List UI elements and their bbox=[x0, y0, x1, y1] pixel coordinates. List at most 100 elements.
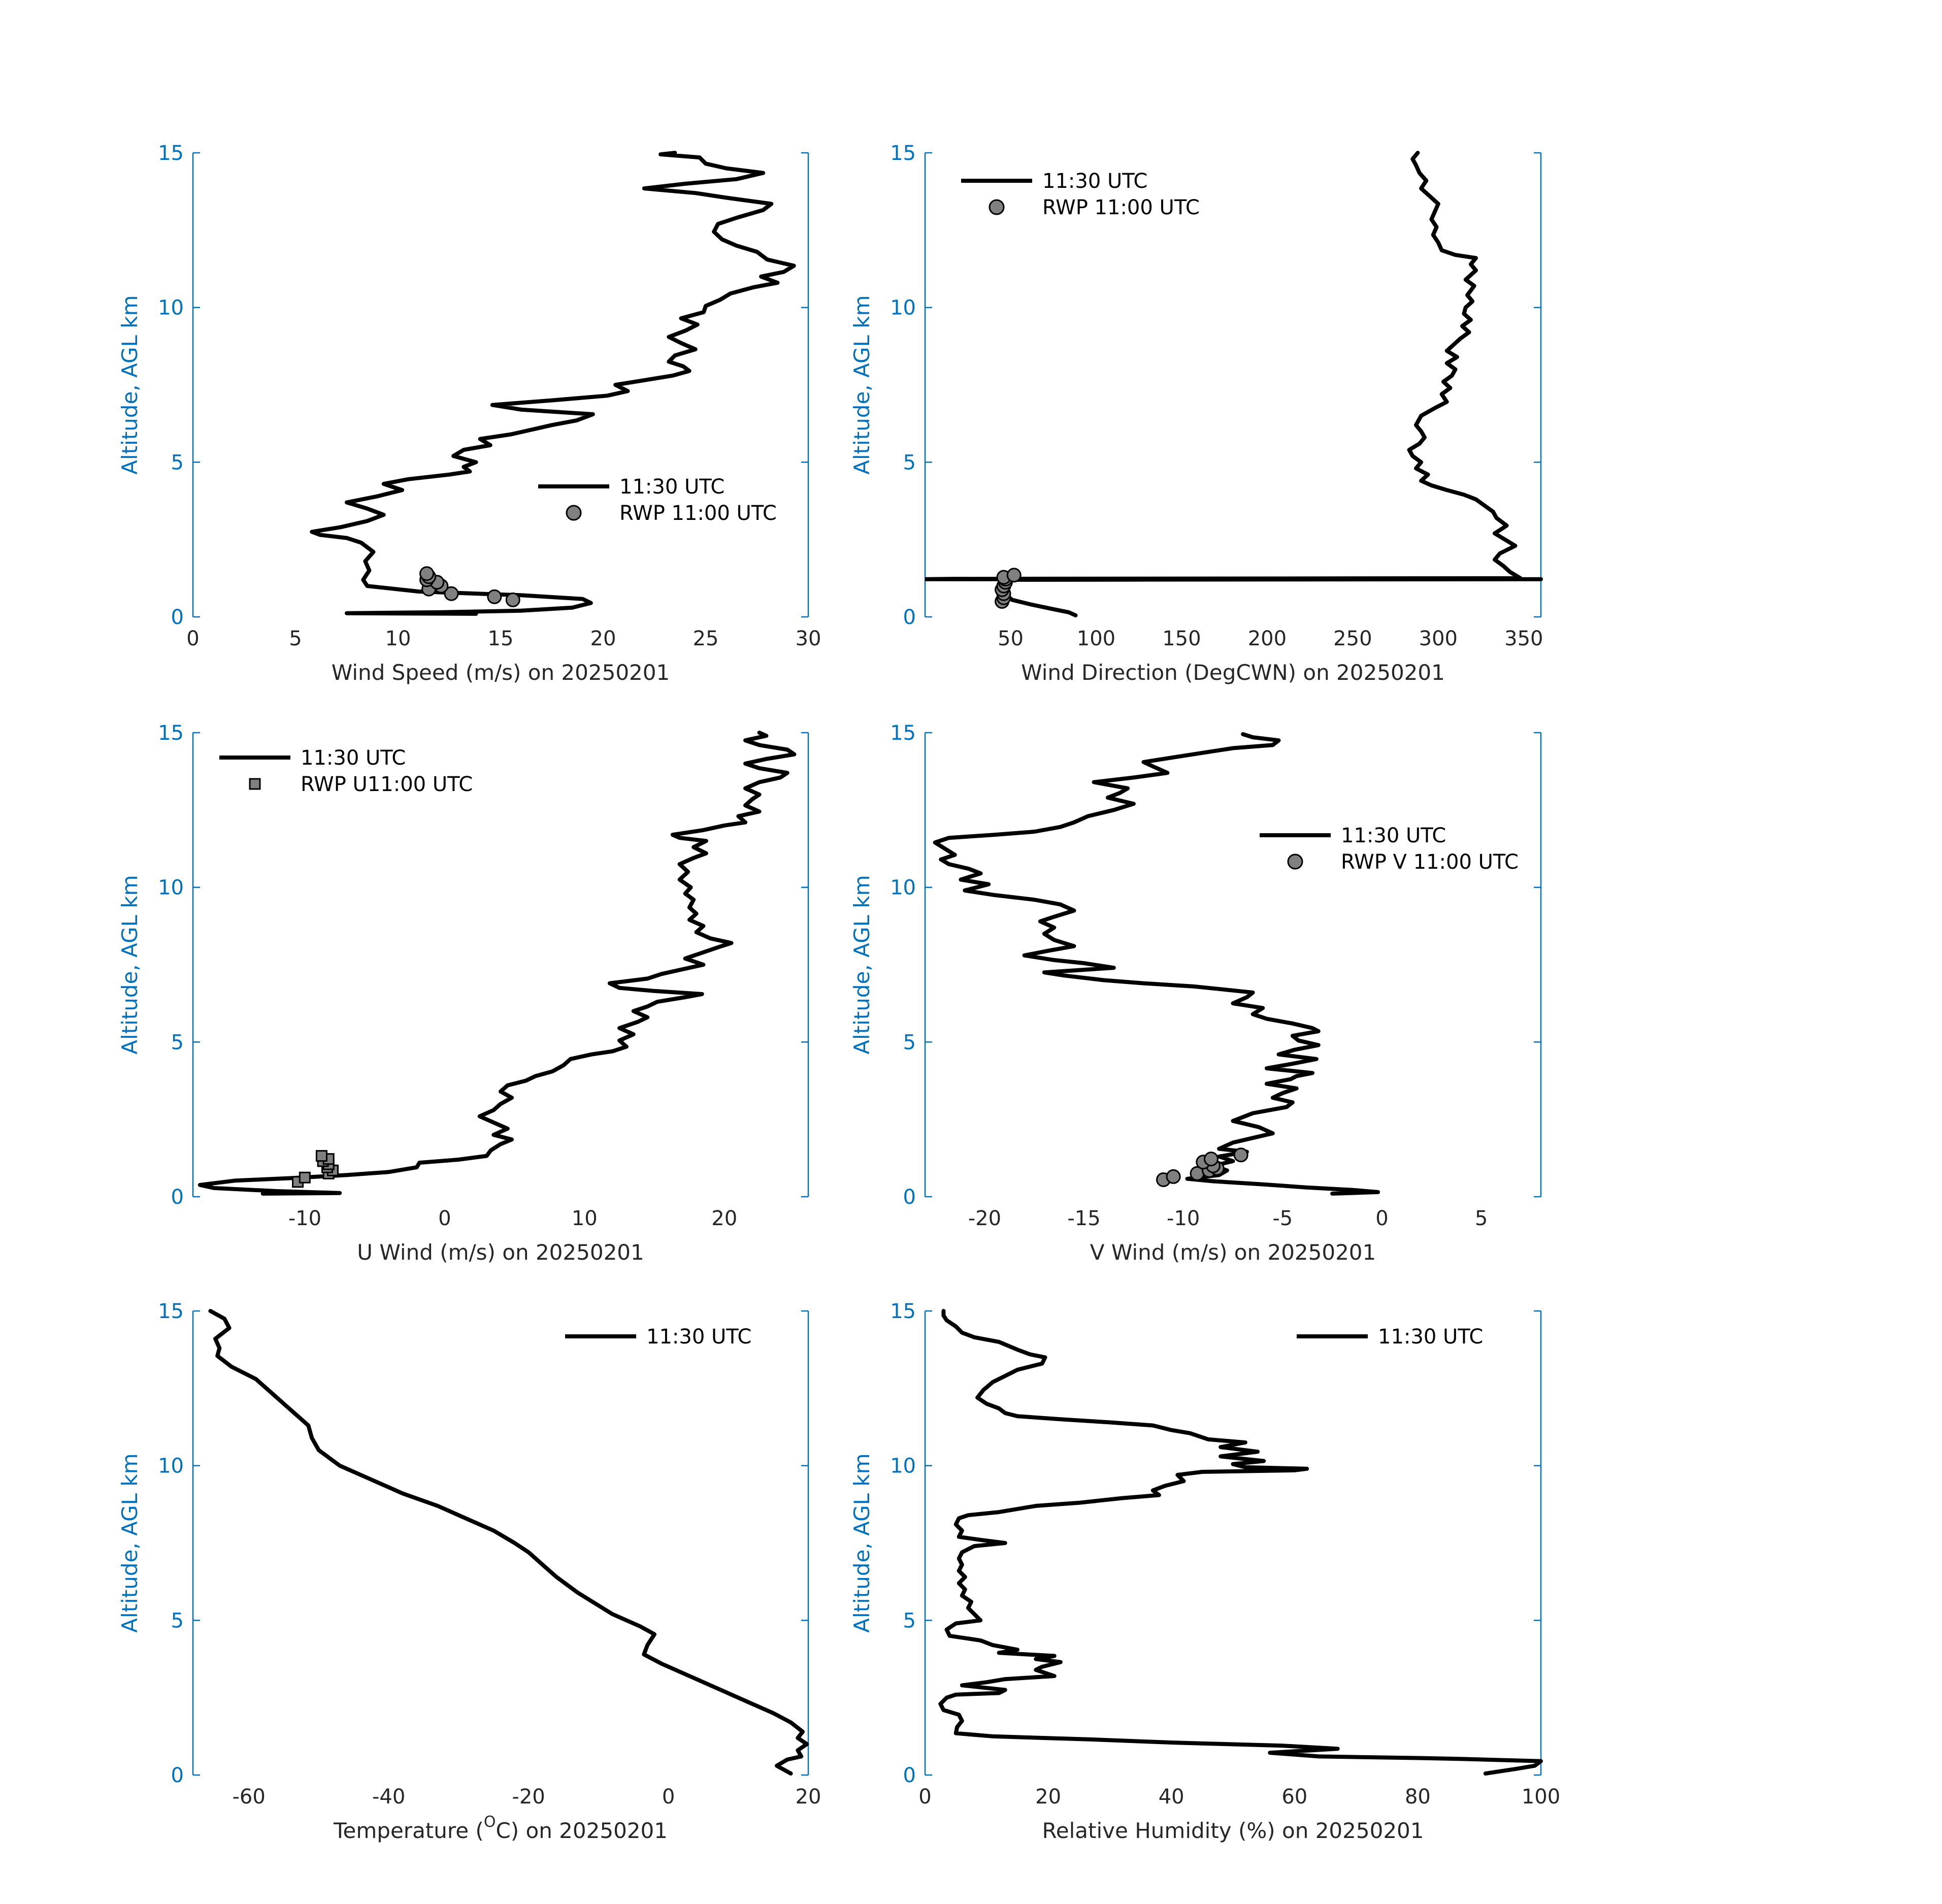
wind-speed-ytick-label: 15 bbox=[158, 142, 184, 165]
u-wind-xtick-label: 10 bbox=[572, 1207, 598, 1230]
temperature-xtick-label: -20 bbox=[512, 1785, 545, 1809]
temperature-xlabel-part-1: Temperature ( bbox=[333, 1818, 484, 1843]
wind-speed-legend-label: RWP 11:00 UTC bbox=[619, 502, 777, 525]
u-wind-panel: U Wind (m/s) on 20250201 Altitude, AGL k… bbox=[117, 721, 809, 1265]
wind-direction-ytick-label: 0 bbox=[903, 606, 916, 629]
wind-direction-legend-label: 11:30 UTC bbox=[1042, 170, 1147, 193]
v-wind-ylabel: Altitude, AGL km bbox=[849, 875, 874, 1054]
u-wind-legend-marker bbox=[249, 778, 261, 790]
wind-direction-xtick-label: 150 bbox=[1162, 627, 1201, 650]
wind-direction-series-line bbox=[925, 151, 1543, 617]
relative-humidity-xlabel: Relative Humidity (%) on 20250201 bbox=[1042, 1818, 1424, 1843]
temperature-xlabel: Temperature (OC) on 20250201 bbox=[333, 1813, 668, 1843]
relative-humidity-ylabel: Altitude, AGL km bbox=[849, 1453, 874, 1632]
temperature-series-line bbox=[208, 1309, 809, 1776]
relative-humidity-legend: 11:30 UTC bbox=[1297, 1325, 1483, 1349]
temperature-xtick-label: 0 bbox=[662, 1785, 675, 1809]
u-wind-xtick-label: 0 bbox=[438, 1207, 451, 1230]
v-wind-marker bbox=[1166, 1169, 1181, 1184]
wind-speed-marker bbox=[487, 589, 502, 604]
u-wind-xtick-label: 20 bbox=[711, 1207, 737, 1230]
relative-humidity-ytick-label: 5 bbox=[903, 1609, 916, 1632]
wind-direction-ytick-label: 15 bbox=[890, 142, 916, 165]
temperature-ytick-label: 15 bbox=[158, 1300, 184, 1323]
relative-humidity-legend-label: 11:30 UTC bbox=[1378, 1325, 1483, 1349]
wind-direction-xtick-label: 200 bbox=[1248, 627, 1287, 650]
wind-direction-xlabel: Wind Direction (DegCWN) on 20250201 bbox=[1021, 660, 1445, 685]
v-wind-legend-label: 11:30 UTC bbox=[1341, 824, 1446, 847]
wind-speed-panel: Wind Speed (m/s) on 20250201 Altitude, A… bbox=[117, 142, 821, 685]
v-wind-legend-label: RWP V 11:00 UTC bbox=[1341, 850, 1519, 874]
v-wind-series-line bbox=[933, 732, 1380, 1196]
relative-humidity-xtick-label: 80 bbox=[1405, 1785, 1431, 1809]
u-wind-xlabel: U Wind (m/s) on 20250201 bbox=[357, 1240, 644, 1265]
wind-direction-xtick-label: 350 bbox=[1504, 627, 1543, 650]
wind-speed-xtick-label: 10 bbox=[385, 627, 411, 650]
wind-direction-xtick-label: 250 bbox=[1333, 627, 1372, 650]
v-wind-xtick-label: -10 bbox=[1167, 1207, 1200, 1230]
temperature-xtick-label: -40 bbox=[372, 1785, 405, 1809]
wind-speed-plot-area bbox=[310, 151, 796, 616]
wind-speed-marker bbox=[444, 586, 459, 601]
wind-speed-ylabel: Altitude, AGL km bbox=[117, 295, 142, 474]
v-wind-xtick-label: -15 bbox=[1067, 1207, 1100, 1230]
u-wind-series-line bbox=[198, 731, 797, 1196]
u-wind-plot-area bbox=[198, 731, 797, 1196]
v-wind-xtick-label: -20 bbox=[968, 1207, 1001, 1230]
u-wind-legend-label: 11:30 UTC bbox=[301, 746, 406, 770]
wind-speed-xtick-label: 30 bbox=[796, 627, 821, 650]
relative-humidity-xtick-label: 0 bbox=[918, 1785, 931, 1809]
u-wind-ytick-label: 10 bbox=[158, 876, 184, 900]
temperature-xlabel-part-2: C) on 20250201 bbox=[496, 1818, 668, 1843]
temperature-plot-area bbox=[208, 1309, 809, 1776]
wind-speed-xlabel: Wind Speed (m/s) on 20250201 bbox=[332, 660, 670, 685]
v-wind-panel: V Wind (m/s) on 20250201 Altitude, AGL k… bbox=[849, 721, 1542, 1265]
v-wind-ytick-label: 0 bbox=[903, 1186, 916, 1209]
temperature-legend: 11:30 UTC bbox=[565, 1325, 751, 1349]
wind-speed-legend: 11:30 UTC RWP 11:00 UTC bbox=[538, 475, 777, 525]
temperature-xlabel-degree: O bbox=[484, 1813, 496, 1831]
u-wind-ytick-label: 15 bbox=[158, 721, 184, 745]
v-wind-plot-area bbox=[933, 732, 1380, 1196]
temperature-xtick-label: -60 bbox=[233, 1785, 266, 1809]
v-wind-xlabel: V Wind (m/s) on 20250201 bbox=[1090, 1240, 1376, 1265]
relative-humidity-xtick-label: 40 bbox=[1159, 1785, 1184, 1809]
v-wind-ytick-label: 10 bbox=[890, 876, 916, 900]
temperature-ytick-label: 0 bbox=[171, 1764, 184, 1787]
v-wind-xtick-label: 5 bbox=[1475, 1207, 1488, 1230]
wind-speed-ytick-label: 5 bbox=[171, 451, 184, 474]
wind-speed-legend-label: 11:30 UTC bbox=[619, 475, 725, 499]
v-wind-ytick-label: 15 bbox=[890, 721, 916, 745]
temperature-ytick-label: 5 bbox=[171, 1609, 184, 1632]
relative-humidity-ytick-label: 0 bbox=[903, 1764, 916, 1787]
temperature-xtick-label: 20 bbox=[796, 1785, 821, 1809]
v-wind-legend-marker bbox=[1287, 853, 1303, 870]
relative-humidity-panel: Relative Humidity (%) on 20250201 Altitu… bbox=[849, 1300, 1560, 1843]
relative-humidity-xtick-label: 20 bbox=[1035, 1785, 1061, 1809]
v-wind-xtick-label: 0 bbox=[1375, 1207, 1388, 1230]
temperature-legend-label: 11:30 UTC bbox=[646, 1325, 751, 1349]
wind-speed-xtick-label: 0 bbox=[186, 627, 199, 650]
u-wind-legend-label: RWP U11:00 UTC bbox=[301, 773, 473, 796]
wind-direction-plot-area bbox=[925, 151, 1543, 617]
temperature-ylabel: Altitude, AGL km bbox=[117, 1453, 142, 1632]
relative-humidity-xtick-label: 60 bbox=[1281, 1785, 1307, 1809]
wind-direction-marker bbox=[1006, 568, 1022, 583]
u-wind-xtick-label: -10 bbox=[288, 1207, 321, 1230]
wind-speed-xtick-label: 5 bbox=[289, 627, 302, 650]
wind-direction-xtick-label: 300 bbox=[1419, 627, 1458, 650]
wind-direction-ytick-label: 10 bbox=[890, 297, 916, 320]
v-wind-ytick-label: 5 bbox=[903, 1031, 916, 1054]
relative-humidity-ytick-label: 15 bbox=[890, 1300, 916, 1323]
wind-direction-panel: Wind Direction (DegCWN) on 20250201 Alti… bbox=[849, 142, 1543, 685]
wind-speed-ytick-label: 0 bbox=[171, 606, 184, 629]
wind-direction-legend-marker bbox=[989, 199, 1005, 215]
wind-direction-ytick-label: 5 bbox=[903, 451, 916, 474]
wind-speed-xtick-label: 15 bbox=[488, 627, 514, 650]
u-wind-ylabel: Altitude, AGL km bbox=[117, 875, 142, 1054]
relative-humidity-ytick-label: 10 bbox=[890, 1455, 916, 1478]
u-wind-marker bbox=[299, 1171, 311, 1184]
wind-speed-series-line bbox=[310, 151, 796, 616]
wind-speed-legend-marker bbox=[566, 505, 582, 521]
